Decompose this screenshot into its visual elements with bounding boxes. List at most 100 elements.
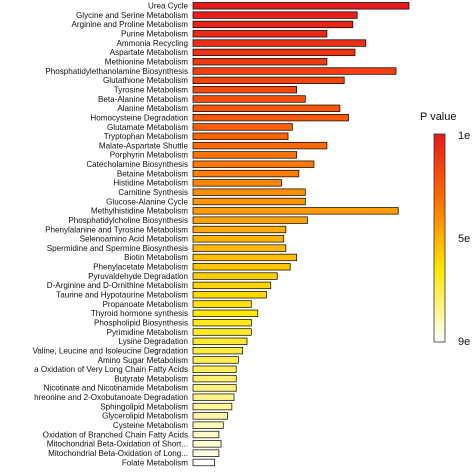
category-label: Betaine Metabolism (117, 169, 188, 178)
bar (192, 384, 237, 392)
category-label: Glutathione Metabolism (103, 76, 188, 85)
category-label: Oxidation of Branched Chain Fatty Acids (43, 430, 188, 439)
bar (192, 39, 367, 47)
bar (192, 132, 289, 140)
category-label: Lysine Degradation (119, 337, 188, 346)
bar (192, 412, 228, 420)
bar (192, 2, 410, 10)
category-label: Glucose-Alanine Cycle (106, 197, 188, 206)
bar (192, 179, 282, 187)
category-label: Glycerolipid Metabolism (102, 412, 188, 421)
bar (192, 216, 308, 224)
legend-title: P value (420, 111, 457, 123)
category-label: Methionine Metabolism (105, 58, 188, 67)
category-label: Beta-Alanine Metabolism (98, 95, 188, 104)
category-label: Ammonia Recycling (116, 39, 188, 48)
legend: P value 1e 5e 9e (420, 111, 470, 348)
bar (192, 104, 341, 112)
bar (192, 374, 237, 383)
bar-series (192, 2, 410, 467)
category-label: Cysteine Metabolism (113, 421, 188, 430)
category-label: Aspartate Metabolism (110, 48, 189, 57)
bar (192, 449, 220, 457)
bar (192, 356, 239, 364)
category-label: Valine, Leucine and Isoleucine Degradati… (32, 346, 188, 355)
bar (192, 30, 328, 38)
category-label: Nicotinate and Nicotinamide Metabolism (44, 384, 189, 393)
category-label: Pyrimidine Metabolism (107, 328, 189, 337)
bar (192, 160, 315, 168)
bar (192, 151, 298, 159)
category-label: Tyrosine Metabolism (114, 85, 188, 94)
bar (192, 291, 267, 299)
bar (192, 263, 291, 271)
category-label: Amino Sugar Metabolism (98, 356, 189, 365)
legend-colorbar (433, 133, 446, 343)
bar (192, 20, 354, 29)
category-label: Thyroid hormone synthesis (91, 309, 188, 318)
category-label: Taurine and Hypotaurine Metabolism (56, 291, 188, 300)
bar (192, 86, 298, 94)
category-label: Phospholipid Biosynthesis (94, 318, 188, 327)
category-label: Purine Metabolism (121, 30, 188, 39)
bar (192, 365, 237, 373)
category-label: D-Arginine and D-Ornithine Metabolism (47, 281, 189, 290)
bar (192, 225, 287, 234)
category-label: Folate Metabolism (122, 458, 188, 467)
bar (192, 48, 356, 57)
category-label: Malate-Aspartate Shuttle (99, 141, 189, 150)
bar (192, 328, 252, 336)
bar (192, 95, 306, 103)
bar (192, 421, 224, 429)
bar (192, 337, 248, 345)
category-label: Spermidine and Spermine Biosynthesis (47, 244, 188, 253)
category-label: Phenylalanine and Tyrosine Metabolism (45, 225, 188, 234)
category-label: Histidine Metabolism (113, 179, 188, 188)
category-label: Arginine and Proline Metabolism (71, 20, 188, 29)
category-label: Glutamate Metabolism (107, 123, 188, 132)
legend-tick-low: 9e (458, 336, 470, 348)
bar (192, 235, 285, 243)
category-label: Mitochondrial Beta-Oxidation of Long... (48, 449, 188, 458)
category-label: Selenoamino Acid Metabolism (80, 235, 189, 244)
category-label: hreonine and 2-Oxobutanoate Degradation (34, 393, 188, 402)
bar (192, 197, 306, 206)
bar (192, 319, 252, 327)
category-label: Propanoate Metabolism (103, 300, 189, 309)
bar (192, 393, 235, 401)
bar (192, 440, 222, 448)
bar (192, 346, 244, 355)
category-label: Homocysteine Degradation (90, 113, 188, 122)
bar (192, 58, 328, 66)
bar (192, 272, 278, 280)
bar (192, 207, 399, 215)
category-label: a Oxidation of Very Long Chain Fatty Aci… (34, 365, 188, 374)
category-label: Phenylacetate Metabolism (93, 263, 188, 272)
bar (192, 300, 252, 308)
bar (192, 76, 345, 85)
bar (192, 309, 259, 318)
category-label: Phosphatidylcholine Biosynthesis (68, 216, 188, 225)
bar (192, 169, 300, 178)
bar (192, 253, 298, 262)
bar (192, 430, 220, 439)
legend-tick-mid: 5e (458, 233, 470, 245)
bar (192, 67, 397, 75)
bar (192, 188, 306, 196)
bar (192, 458, 215, 467)
category-label: Sphingolipid Metabolism (100, 402, 188, 411)
category-label: Alanine Metabolism (117, 104, 188, 113)
category-label: Porphyrin Metabolism (110, 151, 189, 160)
category-label: Urea Cycle (148, 2, 189, 11)
bar (192, 244, 287, 252)
category-label: Carnitine Synthesis (118, 188, 188, 197)
bar (192, 11, 358, 19)
category-label: Glycine and Serine Metabolism (76, 11, 188, 20)
category-label: Pyruvaldehyde Degradation (88, 272, 188, 281)
category-label: Catecholamine Biosynthesis (86, 160, 188, 169)
category-label: Methylhistidine Metabolism (91, 207, 188, 216)
bar (192, 402, 233, 411)
bar (192, 141, 328, 150)
